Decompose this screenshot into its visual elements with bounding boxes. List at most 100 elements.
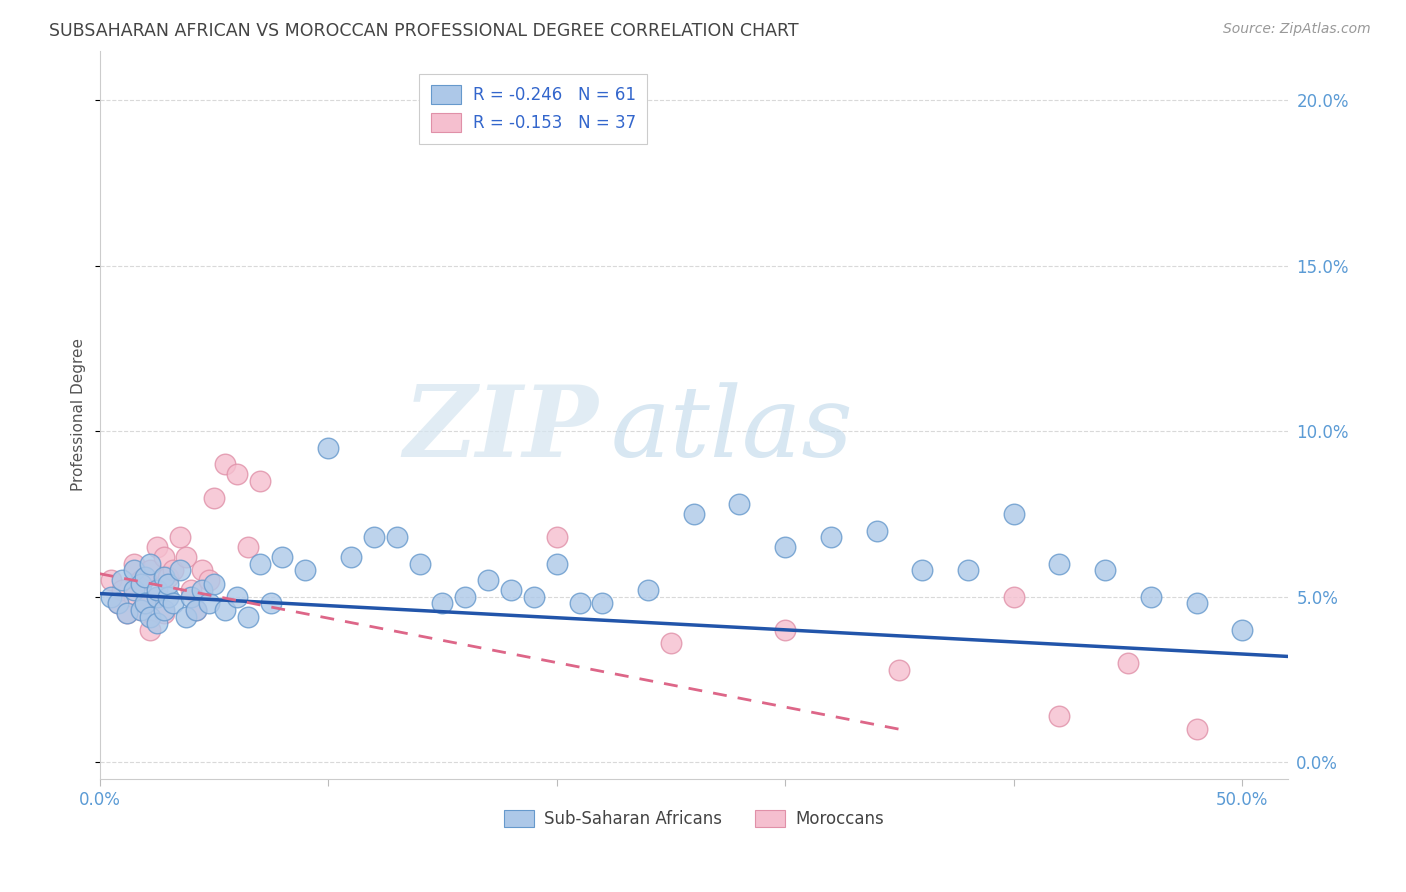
Point	[191, 563, 214, 577]
Point	[152, 570, 174, 584]
Point	[546, 557, 568, 571]
Point	[169, 563, 191, 577]
Point	[340, 550, 363, 565]
Point	[191, 583, 214, 598]
Point	[773, 540, 796, 554]
Point	[1185, 597, 1208, 611]
Point	[157, 570, 180, 584]
Point	[184, 603, 207, 617]
Point	[115, 607, 138, 621]
Point	[1140, 590, 1163, 604]
Point	[249, 474, 271, 488]
Point	[294, 563, 316, 577]
Point	[115, 607, 138, 621]
Point	[432, 597, 454, 611]
Point	[134, 570, 156, 584]
Point	[122, 557, 145, 571]
Point	[169, 530, 191, 544]
Point	[152, 550, 174, 565]
Point	[1232, 623, 1254, 637]
Point	[271, 550, 294, 565]
Point	[111, 574, 134, 588]
Point	[139, 557, 162, 571]
Point	[176, 550, 198, 565]
Point	[1049, 557, 1071, 571]
Point	[129, 574, 152, 588]
Point	[122, 590, 145, 604]
Point	[1002, 507, 1025, 521]
Point	[180, 590, 202, 604]
Point	[773, 623, 796, 637]
Point	[145, 540, 167, 554]
Point	[202, 576, 225, 591]
Point	[139, 563, 162, 577]
Point	[139, 609, 162, 624]
Point	[546, 530, 568, 544]
Point	[111, 583, 134, 598]
Point	[477, 574, 499, 588]
Point	[107, 597, 129, 611]
Point	[236, 540, 259, 554]
Point	[145, 590, 167, 604]
Point	[152, 603, 174, 617]
Point	[129, 603, 152, 617]
Point	[889, 663, 911, 677]
Point	[316, 441, 339, 455]
Point	[198, 597, 221, 611]
Point	[134, 570, 156, 584]
Text: Source: ZipAtlas.com: Source: ZipAtlas.com	[1223, 22, 1371, 37]
Point	[225, 467, 247, 482]
Point	[122, 563, 145, 577]
Point	[145, 583, 167, 598]
Point	[184, 603, 207, 617]
Legend: Sub-Saharan Africans, Moroccans: Sub-Saharan Africans, Moroccans	[495, 801, 893, 836]
Point	[820, 530, 842, 544]
Point	[134, 597, 156, 611]
Point	[107, 597, 129, 611]
Point	[1185, 723, 1208, 737]
Point	[911, 563, 934, 577]
Point	[1116, 656, 1139, 670]
Point	[637, 583, 659, 598]
Point	[454, 590, 477, 604]
Point	[176, 609, 198, 624]
Point	[236, 609, 259, 624]
Point	[152, 607, 174, 621]
Point	[956, 563, 979, 577]
Point	[728, 497, 751, 511]
Point	[157, 576, 180, 591]
Point	[1002, 590, 1025, 604]
Point	[129, 576, 152, 591]
Point	[865, 524, 887, 538]
Text: atlas: atlas	[610, 382, 853, 477]
Point	[145, 590, 167, 604]
Point	[202, 491, 225, 505]
Point	[122, 583, 145, 598]
Point	[100, 590, 122, 604]
Point	[214, 458, 236, 472]
Point	[659, 636, 682, 650]
Text: SUBSAHARAN AFRICAN VS MOROCCAN PROFESSIONAL DEGREE CORRELATION CHART: SUBSAHARAN AFRICAN VS MOROCCAN PROFESSIO…	[49, 22, 799, 40]
Point	[523, 590, 546, 604]
Point	[180, 583, 202, 598]
Point	[162, 597, 184, 611]
Point	[1094, 563, 1116, 577]
Point	[145, 616, 167, 631]
Point	[591, 597, 613, 611]
Point	[249, 557, 271, 571]
Point	[225, 590, 247, 604]
Point	[1049, 709, 1071, 723]
Point	[363, 530, 385, 544]
Text: ZIP: ZIP	[404, 381, 599, 477]
Point	[139, 623, 162, 637]
Point	[568, 597, 591, 611]
Point	[100, 574, 122, 588]
Point	[162, 563, 184, 577]
Point	[385, 530, 408, 544]
Point	[682, 507, 704, 521]
Point	[129, 603, 152, 617]
Y-axis label: Professional Degree: Professional Degree	[72, 338, 86, 491]
Point	[499, 583, 522, 598]
Point	[408, 557, 430, 571]
Point	[198, 574, 221, 588]
